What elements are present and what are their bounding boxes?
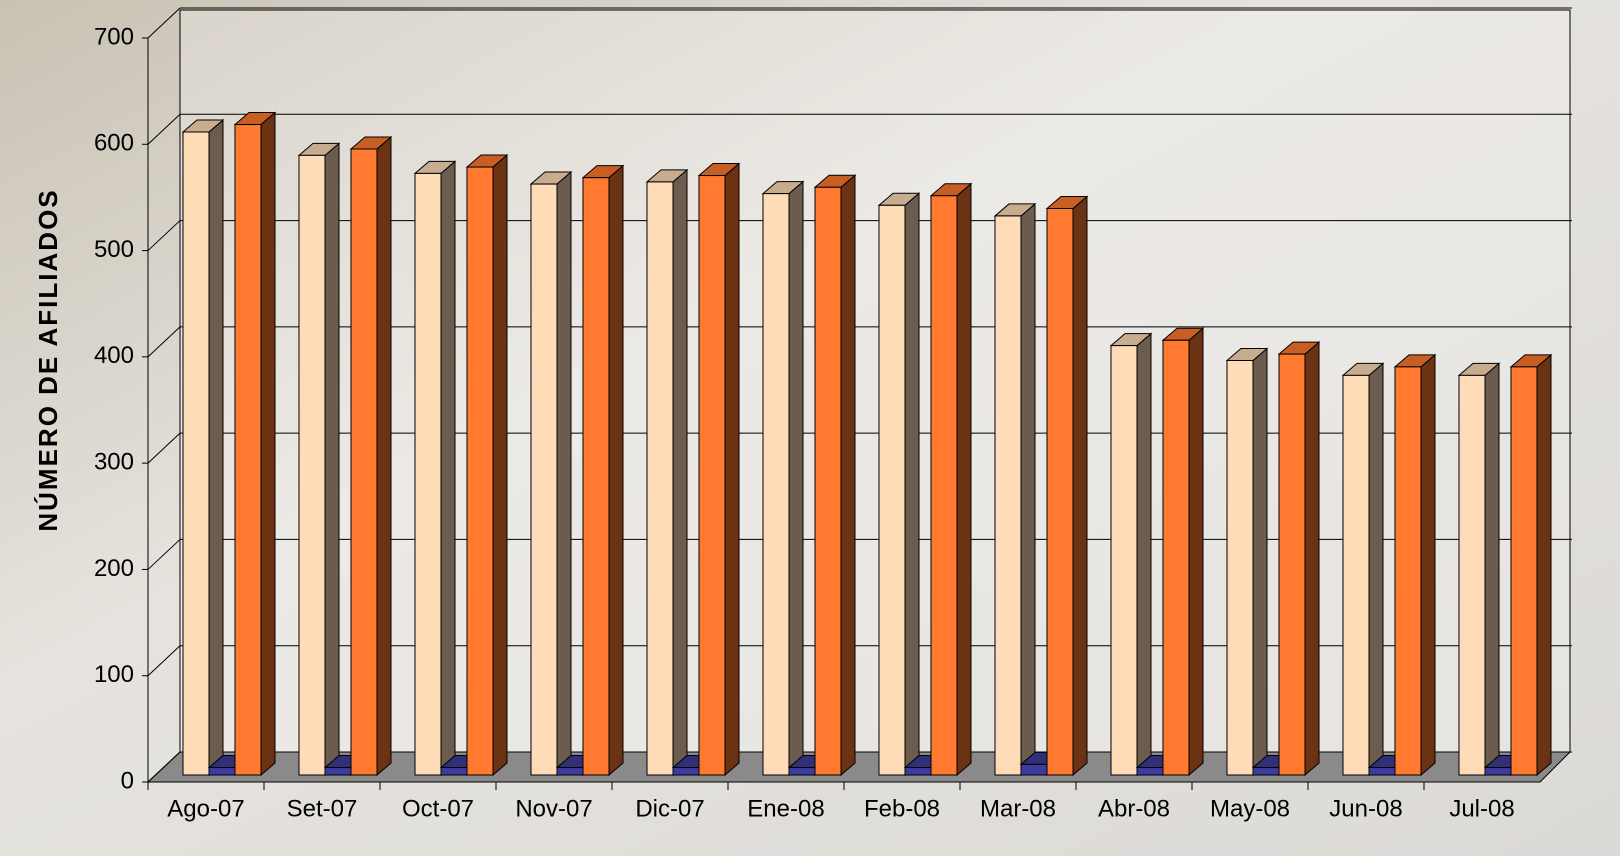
y-axis-title: NÚMERO DE AFILIADOS: [33, 188, 63, 531]
bar: [235, 125, 261, 775]
bar-side: [1305, 342, 1319, 775]
bar-side: [493, 155, 507, 775]
bar: [815, 187, 841, 775]
bar: [441, 768, 467, 775]
bar: [351, 149, 377, 775]
x-tick-label: Feb-08: [864, 795, 940, 822]
bar-side: [1369, 363, 1383, 775]
x-tick-label: Dic-07: [635, 795, 704, 822]
bar: [931, 196, 957, 775]
bar: [183, 132, 209, 775]
bar: [1395, 367, 1421, 775]
bar: [1279, 354, 1305, 775]
y-tick-label: 300: [94, 448, 134, 475]
bar: [647, 182, 673, 775]
bar-side: [441, 161, 455, 775]
bar-side: [905, 193, 919, 775]
bar-side: [1253, 348, 1267, 775]
y-tick-label: 500: [94, 236, 134, 263]
chart: NÚMERO DE AFILIADOS 0 100 200 300 400 500 600 7…: [0, 0, 1620, 856]
bar-side: [789, 182, 803, 775]
bar: [1047, 208, 1073, 775]
bar-side: [609, 166, 623, 775]
bar-side: [261, 113, 275, 775]
bar-side: [1421, 355, 1435, 775]
bar-side: [725, 164, 739, 775]
bar: [789, 768, 815, 775]
bar: [1459, 375, 1485, 775]
x-tick-label: Set-07: [287, 795, 358, 822]
bar: [1343, 375, 1369, 775]
bar: [531, 184, 557, 775]
bar-side: [841, 175, 855, 775]
x-tick-label: Oct-07: [402, 795, 474, 822]
bar: [1511, 367, 1537, 775]
bar-side: [1485, 363, 1499, 775]
bar: [299, 155, 325, 775]
bar: [1163, 340, 1189, 775]
bar: [1485, 768, 1511, 775]
bar-side: [1137, 334, 1151, 775]
x-tick-label: Jun-08: [1329, 795, 1402, 822]
y-tick-label: 200: [94, 555, 134, 582]
bar-side: [325, 143, 339, 775]
y-tick-label: 0: [121, 767, 134, 794]
bar: [905, 768, 931, 775]
bar-side: [1189, 328, 1203, 775]
bar: [1137, 768, 1163, 775]
bar: [1111, 346, 1137, 775]
x-tick-label: Abr-08: [1098, 795, 1170, 822]
x-tick-label: Ago-07: [167, 795, 244, 822]
bar: [879, 205, 905, 775]
x-tick-label: May-08: [1210, 795, 1290, 822]
x-tick-label: Ene-08: [747, 795, 824, 822]
bar: [1253, 768, 1279, 775]
bar: [209, 768, 235, 775]
bar: [1021, 764, 1047, 775]
bar-side: [957, 184, 971, 775]
y-tick-label: 600: [94, 130, 134, 157]
y-tick-label: 400: [94, 342, 134, 369]
bar-side: [673, 170, 687, 775]
y-tick-label: 700: [94, 23, 134, 50]
bar-side: [1537, 355, 1551, 775]
bar-side: [557, 172, 571, 775]
x-tick-label: Jul-08: [1449, 795, 1514, 822]
bar: [763, 194, 789, 775]
bar: [557, 768, 583, 775]
bar: [1369, 768, 1395, 775]
bar-side: [1073, 196, 1087, 775]
y-tick-label: 100: [94, 661, 134, 688]
bar: [995, 216, 1021, 775]
x-tick-label: Mar-08: [980, 795, 1056, 822]
bar-side: [209, 120, 223, 775]
bar: [583, 178, 609, 775]
x-tick-label: Nov-07: [515, 795, 592, 822]
bar: [467, 167, 493, 775]
bar: [415, 173, 441, 775]
bar-side: [1021, 204, 1035, 775]
bar: [325, 768, 351, 775]
bar: [673, 768, 699, 775]
bar: [1227, 360, 1253, 775]
bar-side: [377, 137, 391, 775]
bar: [699, 176, 725, 775]
